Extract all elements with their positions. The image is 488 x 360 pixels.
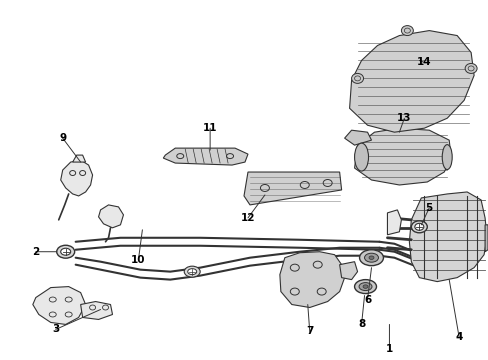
Polygon shape	[61, 160, 92, 196]
Text: 3: 3	[52, 324, 59, 334]
Polygon shape	[163, 148, 247, 165]
Text: 7: 7	[305, 327, 313, 336]
Polygon shape	[81, 302, 112, 319]
Ellipse shape	[441, 145, 451, 170]
Polygon shape	[73, 155, 85, 162]
Text: 2: 2	[32, 247, 40, 257]
Ellipse shape	[464, 63, 476, 73]
Ellipse shape	[187, 269, 196, 275]
Ellipse shape	[414, 223, 423, 230]
Ellipse shape	[354, 280, 376, 293]
Polygon shape	[484, 225, 487, 252]
Text: 13: 13	[396, 113, 411, 123]
Ellipse shape	[351, 73, 363, 84]
Text: 6: 6	[363, 294, 370, 305]
Polygon shape	[386, 210, 401, 235]
Ellipse shape	[354, 143, 368, 171]
Ellipse shape	[358, 283, 371, 291]
Ellipse shape	[359, 250, 383, 266]
Text: 1: 1	[385, 345, 392, 354]
Ellipse shape	[184, 266, 200, 277]
Polygon shape	[349, 31, 473, 132]
Text: 4: 4	[454, 332, 462, 342]
Text: 8: 8	[357, 319, 365, 329]
Polygon shape	[244, 172, 341, 205]
Text: 9: 9	[59, 133, 66, 143]
Ellipse shape	[368, 256, 373, 260]
Polygon shape	[344, 130, 371, 145]
Polygon shape	[339, 262, 357, 280]
Text: 12: 12	[240, 213, 255, 223]
Polygon shape	[408, 192, 486, 282]
Ellipse shape	[362, 285, 367, 288]
Polygon shape	[279, 252, 344, 307]
Ellipse shape	[57, 245, 75, 258]
Ellipse shape	[364, 253, 378, 262]
Text: 14: 14	[416, 58, 431, 67]
Ellipse shape	[401, 26, 412, 36]
Polygon shape	[354, 128, 450, 185]
Polygon shape	[33, 287, 85, 324]
Text: 10: 10	[131, 255, 145, 265]
Text: 5: 5	[425, 203, 432, 213]
Ellipse shape	[410, 221, 427, 233]
Polygon shape	[99, 205, 123, 228]
Text: 11: 11	[203, 123, 217, 133]
Ellipse shape	[61, 248, 71, 255]
